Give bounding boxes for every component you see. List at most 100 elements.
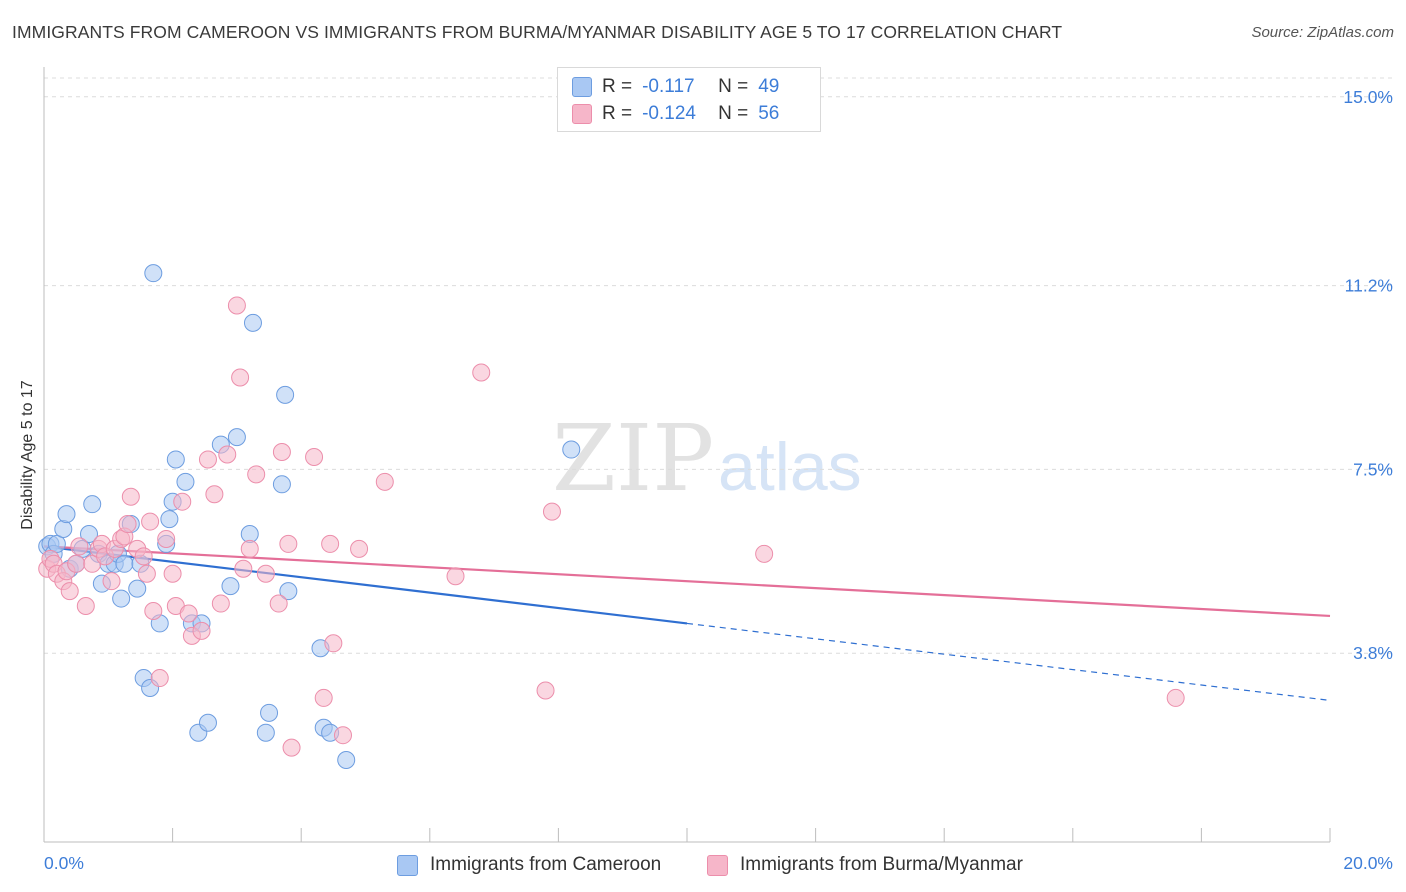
source-label: Source: ZipAtlas.com bbox=[1251, 24, 1394, 41]
watermark-zip: ZIP bbox=[552, 405, 714, 512]
point-cameroon bbox=[198, 713, 217, 732]
point-burma bbox=[134, 547, 153, 566]
bottom-legend-label-cameroon: Immigrants from Cameroon bbox=[430, 854, 662, 875]
point-burma bbox=[137, 564, 156, 583]
watermark-atlas: atlas bbox=[718, 429, 862, 505]
point-burma bbox=[234, 559, 253, 578]
point-burma bbox=[121, 487, 140, 506]
point-burma bbox=[144, 601, 163, 620]
point-burma bbox=[227, 296, 246, 315]
point-burma bbox=[272, 443, 291, 462]
point-burma bbox=[282, 738, 301, 757]
point-cameroon bbox=[227, 428, 246, 447]
point-burma bbox=[472, 363, 491, 382]
point-cameroon bbox=[80, 524, 99, 543]
point-cameroon bbox=[128, 579, 147, 598]
point-burma bbox=[305, 447, 324, 466]
legend-row-cameroon: R = -0.117 N = 49 bbox=[572, 74, 780, 100]
y-tick-label: 3.8% bbox=[1353, 643, 1393, 663]
point-burma bbox=[256, 564, 275, 583]
point-burma bbox=[446, 567, 465, 586]
point-burma bbox=[157, 529, 176, 548]
bottom-legend-swatch-burma bbox=[707, 854, 728, 876]
legend-n-value: 49 bbox=[758, 76, 780, 97]
trend-line-cameroon-extension bbox=[686, 622, 1331, 702]
point-burma bbox=[269, 594, 288, 613]
point-burma bbox=[173, 492, 192, 511]
point-burma bbox=[141, 512, 160, 531]
tick-labels: 3.8% 7.5% 11.2% 15.0% 0.0% 20.0% bbox=[44, 87, 1393, 873]
point-burma bbox=[542, 502, 561, 521]
correlation-legend: R = -0.117 N = 49 R = -0.124 N = 56 bbox=[557, 67, 821, 132]
point-burma bbox=[205, 485, 224, 504]
point-burma bbox=[536, 681, 555, 700]
point-burma bbox=[218, 445, 237, 464]
legend-r-label: R = bbox=[602, 76, 633, 97]
point-cameroon bbox=[115, 554, 134, 573]
axes bbox=[43, 67, 1331, 843]
point-burma bbox=[70, 537, 89, 556]
bottom-legend-label-burma: Immigrants from Burma/Myanmar bbox=[740, 854, 1023, 875]
point-burma bbox=[118, 515, 137, 534]
point-burma bbox=[211, 594, 230, 613]
point-cameroon bbox=[166, 450, 185, 469]
point-burma bbox=[375, 472, 394, 491]
x-tick-label: 20.0% bbox=[1343, 853, 1393, 873]
point-cameroon bbox=[112, 589, 131, 608]
chart-title: IMMIGRANTS FROM CAMEROON VS IMMIGRANTS F… bbox=[12, 22, 1063, 42]
legend-n-label: N = bbox=[718, 76, 749, 97]
point-burma bbox=[240, 539, 259, 558]
point-burma bbox=[60, 582, 79, 601]
data-points bbox=[38, 264, 1185, 770]
point-burma bbox=[192, 621, 211, 640]
point-burma bbox=[333, 726, 352, 745]
point-cameroon bbox=[221, 577, 240, 596]
point-cameroon bbox=[276, 385, 295, 404]
trend-line-burma bbox=[43, 545, 1331, 618]
y-tick-label: 15.0% bbox=[1343, 87, 1393, 107]
legend-row-burma: R = -0.124 N = 56 bbox=[572, 101, 780, 127]
point-burma bbox=[1166, 688, 1185, 707]
legend-swatch-cameroon bbox=[572, 77, 592, 97]
point-burma bbox=[198, 450, 217, 469]
bottom-legend-swatch-cameroon bbox=[397, 854, 418, 876]
point-cameroon bbox=[256, 723, 275, 742]
point-burma bbox=[76, 597, 95, 616]
point-burma bbox=[179, 604, 198, 623]
bottom-legend-burma: Immigrants from Burma/Myanmar bbox=[707, 852, 1023, 878]
point-burma bbox=[150, 669, 169, 688]
point-cameroon bbox=[83, 495, 102, 514]
y-tick-label: 7.5% bbox=[1353, 459, 1393, 479]
point-burma bbox=[755, 544, 774, 563]
point-burma bbox=[350, 539, 369, 558]
point-cameroon bbox=[562, 440, 581, 459]
point-cameroon bbox=[337, 751, 356, 770]
point-burma bbox=[231, 368, 250, 387]
watermark: ZIP atlas bbox=[552, 405, 862, 512]
point-cameroon bbox=[272, 475, 291, 494]
legend-swatch-burma bbox=[572, 104, 592, 124]
point-cameroon bbox=[144, 264, 163, 283]
point-cameroon bbox=[243, 313, 262, 332]
point-cameroon bbox=[279, 582, 298, 601]
point-cameroon bbox=[47, 534, 66, 553]
legend-n-label: N = bbox=[718, 103, 749, 124]
point-burma bbox=[102, 572, 121, 591]
point-burma bbox=[163, 564, 182, 583]
legend-r-value: -0.117 bbox=[642, 76, 695, 97]
y-tick-label: 11.2% bbox=[1345, 276, 1393, 296]
legend-n-value: 56 bbox=[758, 103, 780, 124]
point-burma bbox=[314, 688, 333, 707]
point-cameroon bbox=[57, 505, 76, 524]
point-cameroon bbox=[260, 703, 279, 722]
point-burma bbox=[324, 634, 343, 653]
bottom-legend-cameroon: Immigrants from Cameroon bbox=[397, 852, 661, 878]
point-cameroon bbox=[54, 520, 73, 539]
point-burma bbox=[321, 534, 340, 553]
point-burma bbox=[279, 534, 298, 553]
legend-r-label: R = bbox=[602, 103, 633, 124]
legend-r-value: -0.124 bbox=[642, 103, 696, 124]
x-tick-label: 0.0% bbox=[44, 853, 84, 873]
point-cameroon bbox=[176, 472, 195, 491]
